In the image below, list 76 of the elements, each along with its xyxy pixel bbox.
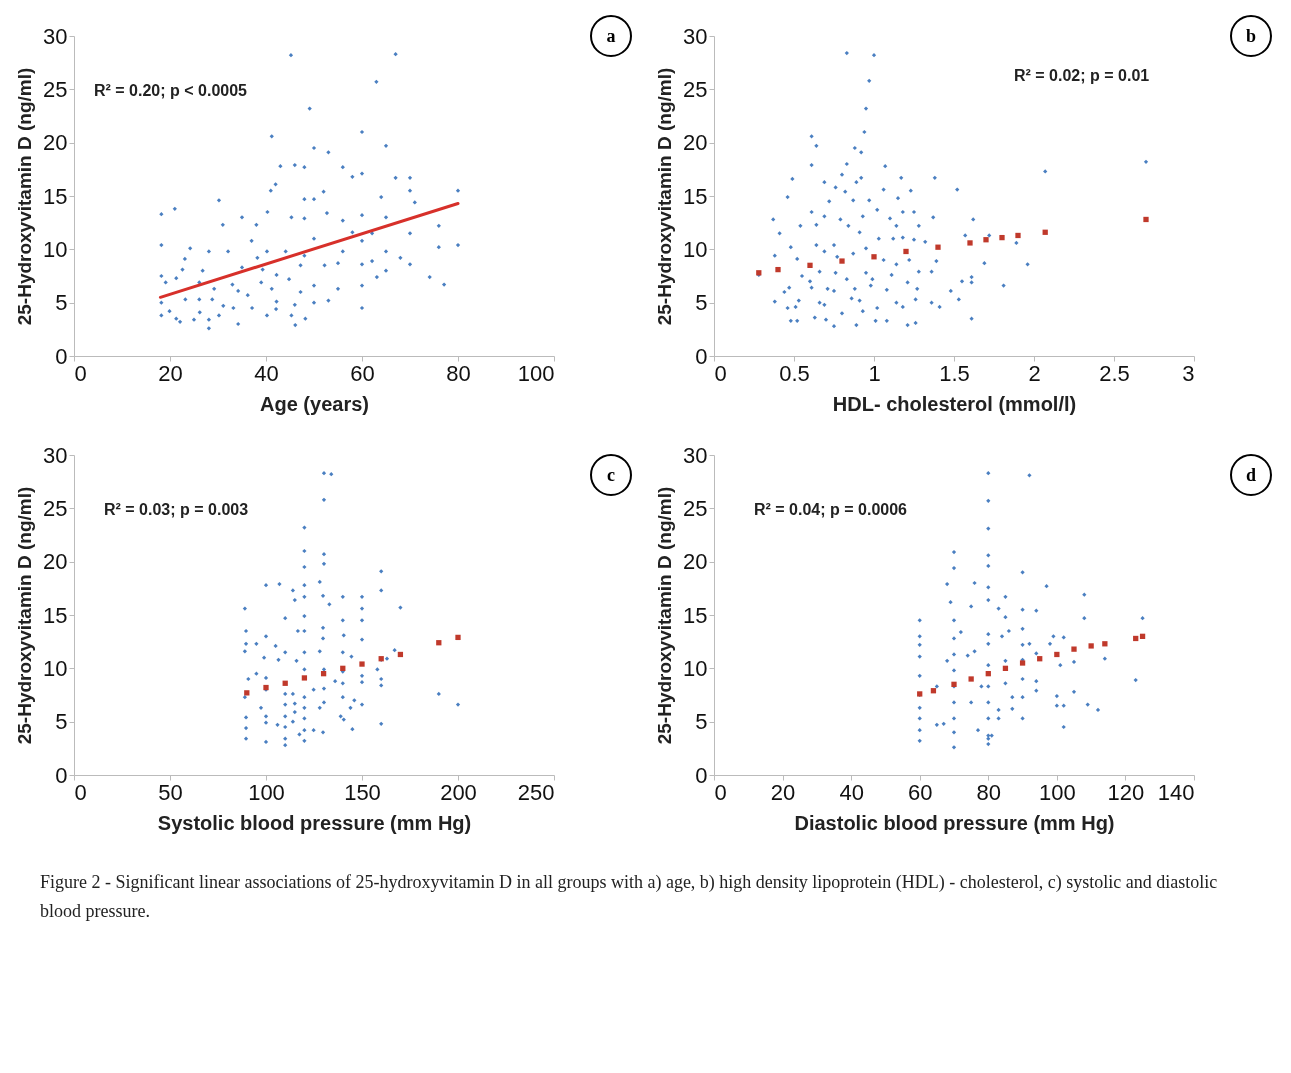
- y-tick-label: 25: [43, 495, 68, 521]
- y-tick-label: 20: [683, 130, 708, 156]
- y-tick-label: 30: [43, 23, 68, 49]
- y-tick-label: 0: [695, 762, 708, 788]
- y-axis-title: 25-Hydroxyvitamin D (ng/ml): [14, 486, 36, 745]
- y-tick-label: 25: [683, 76, 708, 102]
- x-axis-title: Systolic blood pressure (mm Hg): [157, 811, 472, 834]
- x-tick-label: 60: [907, 779, 933, 805]
- y-tick-label: 25: [683, 495, 708, 521]
- y-tick-label: 15: [43, 602, 68, 628]
- x-tick-label: 2.5: [1099, 360, 1130, 386]
- point: [455, 634, 461, 641]
- x-tick-label: 1: [868, 360, 881, 386]
- point: [359, 661, 365, 667]
- x-tick-label: 80: [976, 779, 1002, 805]
- annotation: R² = 0.04; p = 0.0006: [754, 501, 908, 518]
- text: d: [1230, 454, 1272, 496]
- x-tick-label: 100: [1039, 779, 1076, 805]
- x-axis-title: HDL- cholesterol (mmol/l): [832, 392, 1077, 415]
- x-tick-label: 120: [1107, 779, 1145, 805]
- y-tick-label: 10: [683, 236, 708, 262]
- x-tick-label: 200: [440, 779, 477, 805]
- y-tick-label: 10: [683, 655, 708, 681]
- point: [301, 675, 308, 681]
- x-tick-label: 20: [770, 779, 796, 805]
- y-tick-label: 20: [43, 130, 68, 156]
- x-tick-label: 20: [158, 360, 183, 386]
- text: b: [1230, 15, 1272, 57]
- x-tick-label: 140: [1157, 779, 1195, 805]
- x-tick-label: 250: [517, 779, 555, 805]
- x-tick-label: 3: [1182, 360, 1195, 386]
- point: [244, 690, 250, 696]
- x-tick-label: 150: [344, 779, 381, 805]
- x-tick-label: 60: [350, 360, 375, 386]
- x-tick-label: 80: [446, 360, 471, 386]
- x-tick-label: 0.5: [779, 360, 810, 386]
- x-tick-label: 100: [248, 779, 285, 805]
- y-tick-label: 5: [695, 290, 708, 316]
- y-tick-label: 30: [683, 442, 708, 468]
- annotation: R² = 0.03; p = 0.003: [104, 501, 249, 518]
- y-tick-label: 25: [43, 76, 68, 102]
- x-axis-title: Diastolic blood pressure (mm Hg): [794, 811, 1115, 834]
- y-tick-label: 30: [43, 442, 68, 468]
- y-tick-label: 0: [55, 343, 68, 369]
- y-tick-label: 15: [683, 183, 708, 209]
- y-tick-label: 30: [683, 23, 708, 49]
- text: a: [590, 15, 632, 57]
- x-tick-label: 100: [517, 360, 555, 386]
- x-tick-label: 40: [839, 779, 864, 805]
- y-tick-label: 10: [43, 236, 68, 262]
- y-tick-label: 5: [55, 709, 68, 735]
- y-axis-title: 25-Hydroxyvitamin D (ng/ml): [14, 67, 36, 326]
- x-tick-label: 0: [714, 779, 727, 805]
- y-axis-title: 25-Hydroxyvitamin D (ng/ml): [654, 67, 676, 326]
- x-tick-label: 1.5: [939, 360, 970, 386]
- x-tick-label: 0: [714, 360, 727, 386]
- x-tick-label: 0: [74, 779, 87, 805]
- x-tick-label: 40: [254, 360, 279, 386]
- y-axis-title: 25-Hydroxyvitamin D (ng/ml): [654, 486, 676, 745]
- annotation: R² = 0.02; p = 0.01: [1014, 67, 1150, 84]
- y-tick-label: 15: [43, 183, 68, 209]
- y-tick-label: 20: [683, 549, 708, 575]
- x-tick-label: 50: [158, 779, 183, 805]
- annotation: R² = 0.20; p < 0.0005: [94, 82, 248, 99]
- x-axis-title: Age (years): [260, 392, 369, 415]
- y-tick-label: 20: [43, 549, 68, 575]
- x-tick-label: 0: [74, 360, 87, 386]
- caption: Figure 2 - Significant linear associations of 25-hydroxyvitamin D in all groups with a) age, b) high density lipoprotein (HDL) - cholesterol, c) systolic and diastolic blood pressure.: [40, 871, 1219, 923]
- text: c: [590, 454, 632, 496]
- y-tick-label: 5: [695, 709, 708, 735]
- y-tick-label: 0: [695, 343, 708, 369]
- x-tick-label: 2: [1028, 360, 1041, 386]
- y-tick-label: 0: [55, 762, 68, 788]
- y-tick-label: 10: [43, 655, 68, 681]
- y-tick-label: 15: [683, 602, 708, 628]
- y-tick-label: 5: [55, 290, 68, 316]
